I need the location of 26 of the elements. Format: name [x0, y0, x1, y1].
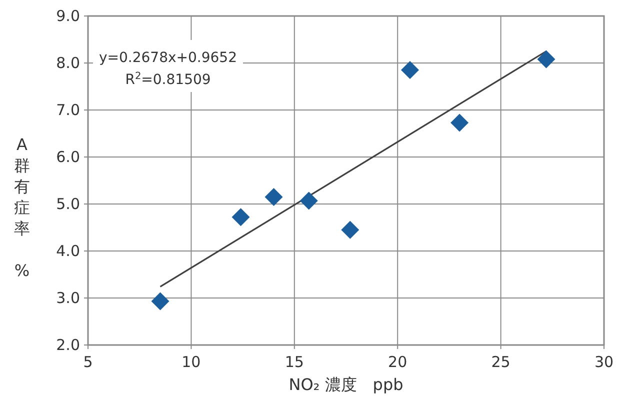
- point: [341, 220, 360, 239]
- x-tick-label: 30: [594, 353, 614, 371]
- x-tick-label: 15: [284, 353, 304, 371]
- x-tick-label: 20: [388, 353, 408, 371]
- y-tick-label: 8.0: [56, 54, 80, 72]
- x-tick-label: 10: [182, 353, 201, 371]
- x-tick-label: 25: [491, 353, 510, 371]
- y-tick-label: 7.0: [56, 101, 80, 119]
- point: [400, 61, 419, 80]
- x-tick-label: 5: [83, 353, 93, 371]
- point: [537, 50, 556, 68]
- y-tick-label: 2.0: [56, 336, 80, 354]
- point: [151, 292, 170, 310]
- y-tick-label: 4.0: [56, 242, 80, 260]
- point: [232, 208, 250, 226]
- text: A群有症率 %: [14, 135, 30, 280]
- point: [300, 192, 318, 210]
- annotation: y=0.2678x+0.9652: [98, 50, 238, 66]
- y-tick-label: 9.0: [56, 7, 80, 25]
- point: [264, 188, 283, 206]
- x-axis-title: NO₂ 濃度 ppb: [288, 375, 404, 394]
- point: [450, 114, 469, 132]
- y-tick-label: 3.0: [56, 289, 80, 307]
- annotation: R$^{2}$=0.81509: [125, 70, 211, 88]
- y-tick-label: 5.0: [56, 195, 80, 213]
- y-tick-label: 6.0: [56, 148, 80, 166]
